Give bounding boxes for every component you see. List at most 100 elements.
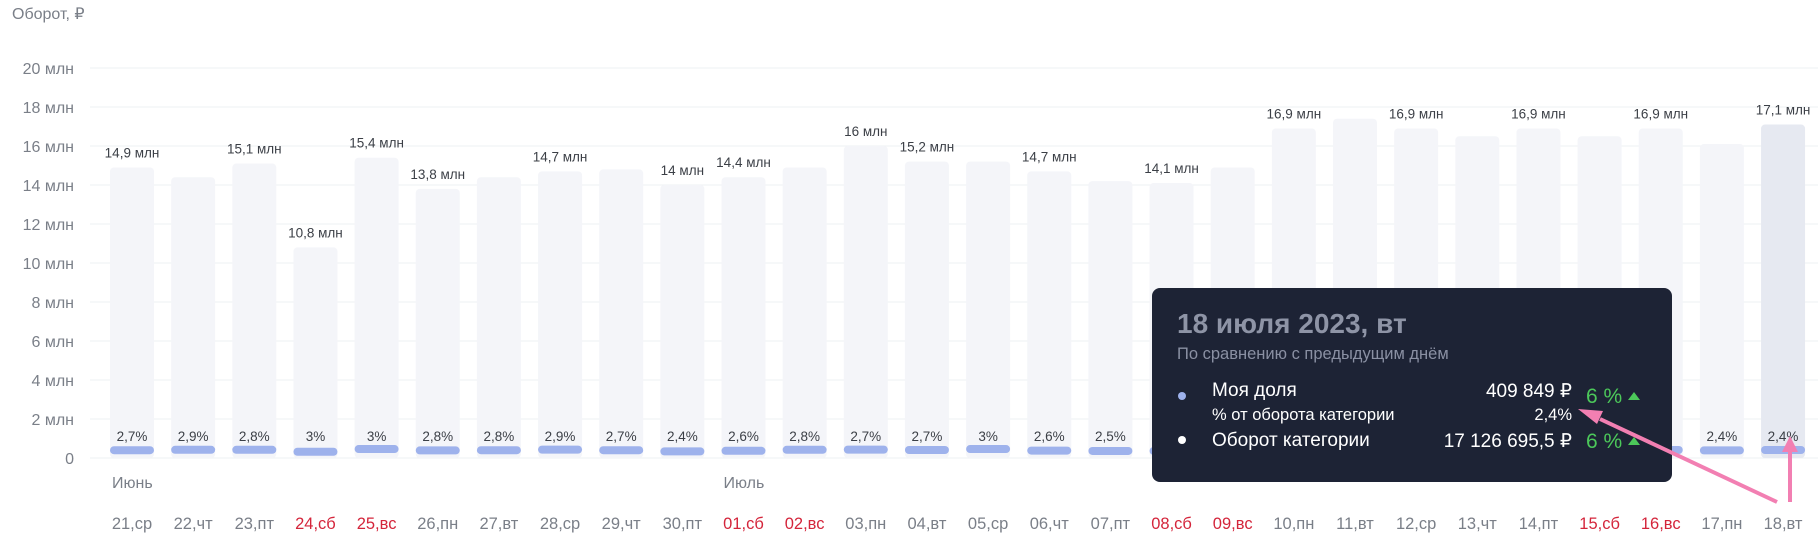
turnover-bar[interactable] bbox=[476, 177, 521, 458]
my-share-bar[interactable] bbox=[415, 446, 460, 455]
y-tick-label: 12 млн bbox=[23, 217, 74, 234]
tooltip-subtitle: По сравнению с предыдущим днём bbox=[1177, 345, 1449, 363]
share-label: 2,6% bbox=[1034, 429, 1065, 444]
y-axis-title: Оборот, ₽ bbox=[12, 6, 85, 23]
my-share-bar[interactable] bbox=[1027, 446, 1072, 455]
share-label: 3% bbox=[367, 429, 387, 444]
turnover-bar[interactable] bbox=[904, 161, 949, 458]
my-share-bar[interactable] bbox=[232, 445, 277, 454]
share-label: 2,8% bbox=[484, 429, 515, 444]
my-share-bar[interactable] bbox=[293, 447, 338, 456]
arrow-annotations bbox=[1578, 409, 1798, 504]
my-share-bar[interactable] bbox=[354, 445, 399, 454]
value-label: 14,4 млн bbox=[716, 155, 771, 170]
value-label: 16 млн bbox=[844, 124, 887, 139]
category-label: Оборот категории bbox=[1212, 430, 1370, 451]
y-tick-label: 18 млн bbox=[23, 100, 74, 117]
turnover-bar[interactable] bbox=[782, 167, 827, 458]
x-tick-label: 25,вс bbox=[357, 515, 397, 533]
my-share-change: 6 % bbox=[1586, 385, 1641, 409]
turnover-bar[interactable] bbox=[1088, 181, 1133, 458]
turnover-bar[interactable] bbox=[721, 177, 766, 458]
turnover-bar[interactable] bbox=[110, 167, 154, 458]
share-label: 2,8% bbox=[789, 429, 820, 444]
my-share-bar[interactable] bbox=[843, 445, 888, 454]
value-label: 16,9 млн bbox=[1389, 106, 1444, 121]
y-tick-label: 2 млн bbox=[31, 412, 74, 429]
turnover-bar[interactable] bbox=[966, 161, 1011, 458]
my-share-bar[interactable] bbox=[538, 445, 583, 454]
turnover-bar[interactable] bbox=[415, 188, 460, 458]
y-tick-label: 0 bbox=[65, 451, 74, 468]
category-change: 6 % bbox=[1586, 430, 1641, 454]
turnover-bar[interactable] bbox=[232, 163, 277, 459]
turnover-bar[interactable] bbox=[1027, 171, 1072, 458]
share-label: 2,9% bbox=[545, 429, 576, 444]
x-tick-label: 15,сб bbox=[1579, 515, 1620, 533]
value-label: 16,9 млн bbox=[1511, 106, 1566, 121]
share-label: 3% bbox=[306, 429, 326, 444]
my-share-bar[interactable] bbox=[966, 445, 1011, 454]
x-tick-label: 28,ср bbox=[540, 515, 580, 533]
trend-up-icon bbox=[1628, 437, 1641, 445]
value-label: 17,1 млн bbox=[1756, 103, 1811, 118]
x-tick-label: 30,пт bbox=[663, 515, 703, 533]
x-tick-label: 24,сб bbox=[295, 515, 336, 533]
turnover-bar[interactable] bbox=[293, 247, 338, 458]
x-tick-label: 04,вт bbox=[907, 515, 946, 533]
turnover-bar[interactable] bbox=[843, 146, 888, 458]
turnover-bar[interactable] bbox=[660, 185, 705, 458]
x-tick-label: 23,пт bbox=[235, 515, 275, 533]
x-axis: 21,ср 22,чт 23,пт 24,сб 25,вс 26,пн 27,вт 28,ср… bbox=[112, 475, 1803, 533]
my-share-change-value: 6 % bbox=[1586, 385, 1623, 408]
category-value: 17 126 695,5 ₽ bbox=[1443, 431, 1572, 452]
my-share-label: Моя доля bbox=[1212, 380, 1297, 401]
my-share-bar[interactable] bbox=[171, 445, 216, 454]
x-tick-label: 09,вс bbox=[1213, 515, 1253, 533]
share-label: 2,5% bbox=[1095, 429, 1126, 444]
y-tick-label: 16 млн bbox=[23, 139, 74, 156]
value-label: 10,8 млн bbox=[288, 225, 343, 240]
my-share-bar[interactable] bbox=[1088, 446, 1133, 455]
value-label: 13,8 млн bbox=[410, 167, 465, 182]
x-tick-label: 18,вт bbox=[1764, 515, 1803, 533]
x-tick-label: 02,вс bbox=[785, 515, 825, 533]
y-tick-label: 4 млн bbox=[31, 373, 74, 390]
my-share-dot bbox=[1178, 392, 1186, 400]
turnover-bar[interactable] bbox=[599, 169, 644, 458]
x-tick-label: 21,ср bbox=[112, 515, 152, 533]
trend-up-icon bbox=[1628, 392, 1641, 400]
y-tick-label: 10 млн bbox=[23, 256, 74, 273]
my-share-bar[interactable] bbox=[599, 446, 644, 455]
share-label: 2,9% bbox=[178, 429, 209, 444]
x-tick-label: 13,чт bbox=[1458, 515, 1498, 533]
my-share-bar[interactable] bbox=[476, 446, 521, 455]
turnover-bar[interactable] bbox=[1699, 144, 1744, 459]
my-share-bar[interactable] bbox=[721, 446, 766, 455]
category-change-value: 6 % bbox=[1586, 430, 1623, 453]
my-share-bar[interactable] bbox=[110, 446, 154, 455]
month-label: Июль bbox=[724, 475, 765, 492]
value-label: 14,7 млн bbox=[1022, 149, 1077, 164]
x-tick-label: 26,пн bbox=[417, 515, 458, 533]
share-label: 2,6% bbox=[728, 429, 759, 444]
x-tick-label: 14,пт bbox=[1519, 515, 1559, 533]
my-share-bar[interactable] bbox=[782, 445, 827, 454]
x-tick-label: 11,вт bbox=[1336, 515, 1374, 533]
value-label: 14,7 млн bbox=[533, 149, 588, 164]
share-percent-label: % от оборота категории bbox=[1212, 406, 1395, 424]
turnover-bar[interactable] bbox=[171, 177, 216, 458]
my-share-bar[interactable] bbox=[1699, 446, 1744, 455]
my-share-bar[interactable] bbox=[904, 446, 949, 455]
x-tick-label: 07,пт bbox=[1091, 515, 1131, 533]
turnover-bar[interactable] bbox=[538, 171, 583, 458]
value-label: 15,2 млн bbox=[900, 140, 955, 155]
turnover-bar[interactable] bbox=[354, 157, 399, 458]
x-tick-label: 29,чт bbox=[602, 515, 642, 533]
my-share-bar[interactable] bbox=[660, 447, 705, 456]
y-tick-label: 14 млн bbox=[23, 178, 74, 195]
arrow-head bbox=[1782, 436, 1798, 452]
day-tooltip: 18 июля 2023, вт По сравнению с предыдущ… bbox=[1152, 288, 1672, 482]
turnover-bar[interactable] bbox=[1761, 124, 1806, 459]
x-tick-label: 10,пн bbox=[1273, 515, 1314, 533]
